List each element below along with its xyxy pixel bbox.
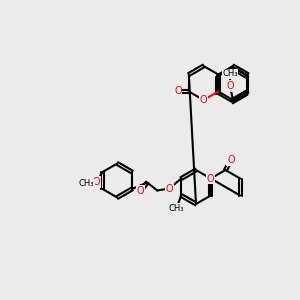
Text: CH₃: CH₃ (79, 179, 94, 188)
Text: O: O (226, 81, 234, 91)
Text: CH₃: CH₃ (169, 204, 184, 213)
Text: O: O (136, 186, 144, 196)
Text: O: O (93, 177, 101, 187)
Text: O: O (200, 95, 207, 105)
Text: O: O (166, 184, 173, 194)
Text: O: O (227, 155, 235, 166)
Text: CH₃: CH₃ (222, 70, 238, 79)
Text: O: O (207, 173, 214, 184)
Text: O: O (174, 86, 182, 97)
